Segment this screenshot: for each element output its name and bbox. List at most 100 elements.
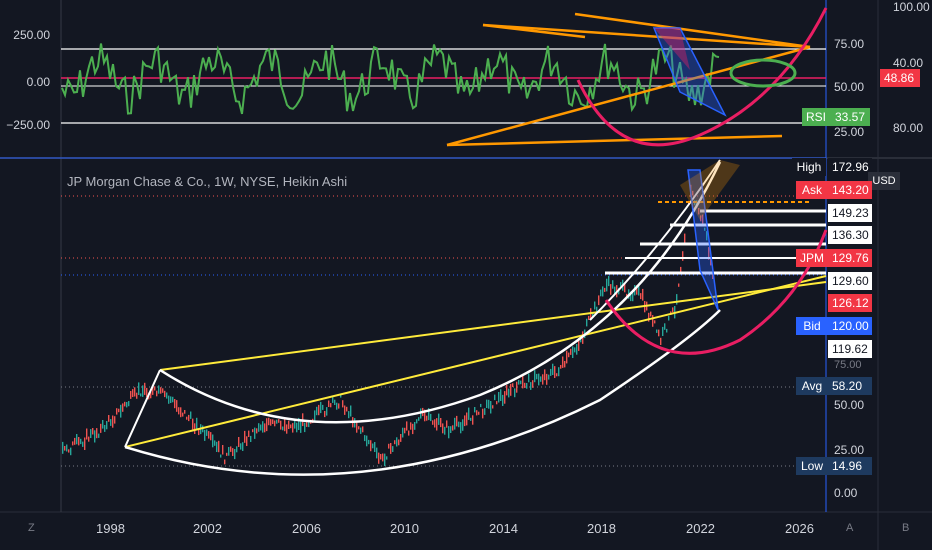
candle bbox=[684, 233, 686, 246]
candle bbox=[122, 403, 124, 412]
b-button[interactable]: B bbox=[902, 522, 910, 534]
candle bbox=[94, 430, 96, 443]
candle bbox=[346, 406, 348, 412]
candle bbox=[508, 388, 510, 398]
candle bbox=[194, 423, 196, 434]
candle bbox=[410, 422, 412, 430]
candle bbox=[112, 415, 114, 428]
candle bbox=[126, 402, 128, 408]
bid-label: Bid bbox=[796, 317, 828, 335]
candle bbox=[462, 419, 464, 431]
zoom-icon[interactable]: Z bbox=[28, 522, 35, 534]
candle bbox=[286, 424, 288, 434]
candle bbox=[636, 285, 638, 295]
candle bbox=[476, 410, 478, 416]
year-tick: 2002 bbox=[193, 521, 222, 536]
candle bbox=[692, 190, 694, 196]
candle bbox=[320, 401, 322, 414]
candle bbox=[84, 437, 86, 450]
rsi-label: RSI bbox=[802, 108, 830, 126]
candle bbox=[594, 301, 596, 310]
candle bbox=[486, 399, 488, 408]
candle bbox=[298, 417, 300, 430]
candle bbox=[518, 380, 520, 385]
symbol-label: JPM bbox=[796, 249, 828, 267]
high-value: 172.96 bbox=[828, 158, 872, 176]
candle bbox=[364, 435, 366, 442]
candle bbox=[344, 405, 346, 415]
candle bbox=[326, 407, 328, 416]
candle bbox=[336, 402, 338, 410]
candle bbox=[460, 422, 462, 434]
candle bbox=[316, 406, 318, 416]
candle bbox=[678, 283, 680, 287]
candle bbox=[660, 337, 662, 345]
candle bbox=[432, 420, 434, 425]
candle bbox=[82, 441, 84, 447]
candle bbox=[308, 421, 310, 428]
year-tick: 1998 bbox=[96, 521, 125, 536]
candle bbox=[418, 417, 420, 421]
low-label: Low bbox=[796, 457, 828, 475]
candle bbox=[68, 449, 70, 453]
candle bbox=[544, 369, 546, 381]
candle bbox=[440, 418, 442, 428]
candle bbox=[358, 426, 360, 430]
candle bbox=[630, 291, 632, 302]
candle bbox=[294, 418, 296, 429]
candle bbox=[268, 417, 270, 426]
candle bbox=[208, 431, 210, 439]
candle bbox=[76, 434, 78, 445]
auto-scale-button[interactable]: A bbox=[846, 522, 854, 534]
candle bbox=[444, 426, 446, 435]
candle bbox=[654, 320, 656, 324]
candle bbox=[562, 356, 564, 368]
candle bbox=[480, 403, 482, 408]
candle bbox=[438, 413, 440, 425]
candle bbox=[366, 435, 368, 447]
candle bbox=[252, 429, 254, 433]
candle bbox=[328, 400, 330, 407]
candle bbox=[80, 438, 82, 445]
candle bbox=[396, 437, 398, 447]
candle bbox=[464, 415, 466, 427]
candle bbox=[292, 423, 294, 433]
candle bbox=[322, 404, 324, 410]
candle bbox=[270, 419, 272, 426]
year-tick: 2006 bbox=[292, 521, 321, 536]
candle bbox=[278, 419, 280, 423]
candle bbox=[318, 404, 320, 416]
candle bbox=[492, 405, 494, 409]
candle bbox=[578, 338, 580, 351]
candle bbox=[710, 258, 712, 266]
candle bbox=[212, 434, 214, 448]
candle bbox=[74, 437, 76, 445]
candle bbox=[134, 387, 136, 397]
candle bbox=[304, 422, 306, 433]
candle bbox=[502, 394, 504, 406]
candle bbox=[66, 444, 68, 452]
candle bbox=[542, 374, 544, 385]
candle bbox=[446, 420, 448, 428]
candle bbox=[92, 428, 94, 435]
candle bbox=[608, 275, 610, 287]
candle bbox=[154, 386, 156, 391]
candle bbox=[262, 421, 264, 433]
currency-label[interactable]: USD bbox=[868, 172, 900, 190]
candle bbox=[708, 247, 710, 260]
candle bbox=[414, 422, 416, 430]
candle bbox=[494, 394, 496, 401]
candle bbox=[108, 415, 110, 422]
candle bbox=[174, 399, 176, 409]
candle bbox=[254, 427, 256, 439]
candle bbox=[412, 423, 414, 435]
candle bbox=[72, 441, 74, 446]
candle bbox=[70, 447, 72, 456]
price-tick: 0.00 bbox=[834, 486, 858, 500]
candle bbox=[166, 392, 168, 399]
candle bbox=[408, 430, 410, 436]
candle bbox=[220, 454, 222, 458]
candle bbox=[348, 411, 350, 419]
candle bbox=[650, 311, 652, 317]
